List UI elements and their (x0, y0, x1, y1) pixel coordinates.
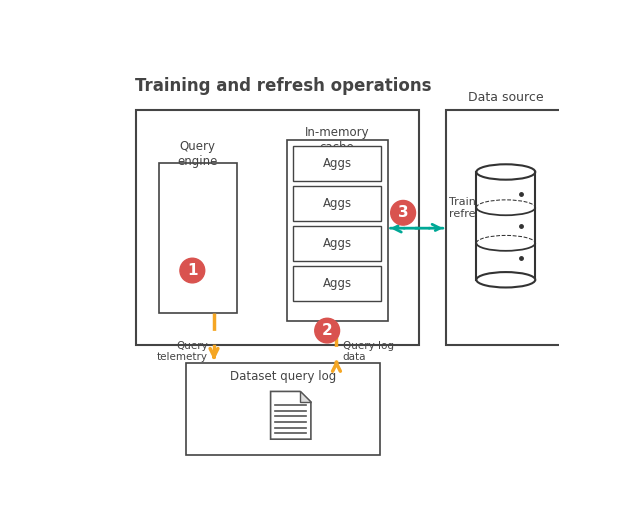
Bar (446, 110, 566, 345)
Text: 1: 1 (187, 263, 197, 278)
Circle shape (391, 200, 415, 225)
Text: Query
engine: Query engine (178, 140, 218, 168)
Text: 3: 3 (398, 205, 409, 220)
Bar (186, 363, 380, 455)
Text: Query log
data: Query log data (343, 340, 394, 362)
Text: Aggs: Aggs (323, 157, 352, 170)
Circle shape (315, 318, 340, 343)
Text: Data source: Data source (468, 91, 544, 104)
Polygon shape (300, 392, 311, 402)
Circle shape (180, 258, 205, 283)
Ellipse shape (476, 164, 535, 180)
Text: 2: 2 (322, 323, 333, 338)
Text: Training and refresh operations: Training and refresh operations (135, 77, 431, 94)
Bar (159, 163, 237, 313)
Ellipse shape (476, 272, 535, 288)
Text: Dataset query log: Dataset query log (230, 370, 336, 383)
Text: Aggs: Aggs (323, 197, 352, 210)
Text: Query
telemetry: Query telemetry (157, 340, 208, 362)
Bar (293, 226, 381, 262)
Text: Training and
refresh queries: Training and refresh queries (449, 197, 533, 219)
Polygon shape (271, 392, 311, 439)
Bar (293, 186, 381, 221)
Bar (287, 140, 388, 321)
Bar (136, 110, 419, 345)
Bar (476, 172, 535, 280)
Text: Aggs: Aggs (323, 277, 352, 290)
Text: Aggs: Aggs (323, 237, 352, 250)
Bar (293, 266, 381, 301)
Bar (293, 146, 381, 181)
Text: In-memory
cache: In-memory cache (305, 126, 369, 154)
